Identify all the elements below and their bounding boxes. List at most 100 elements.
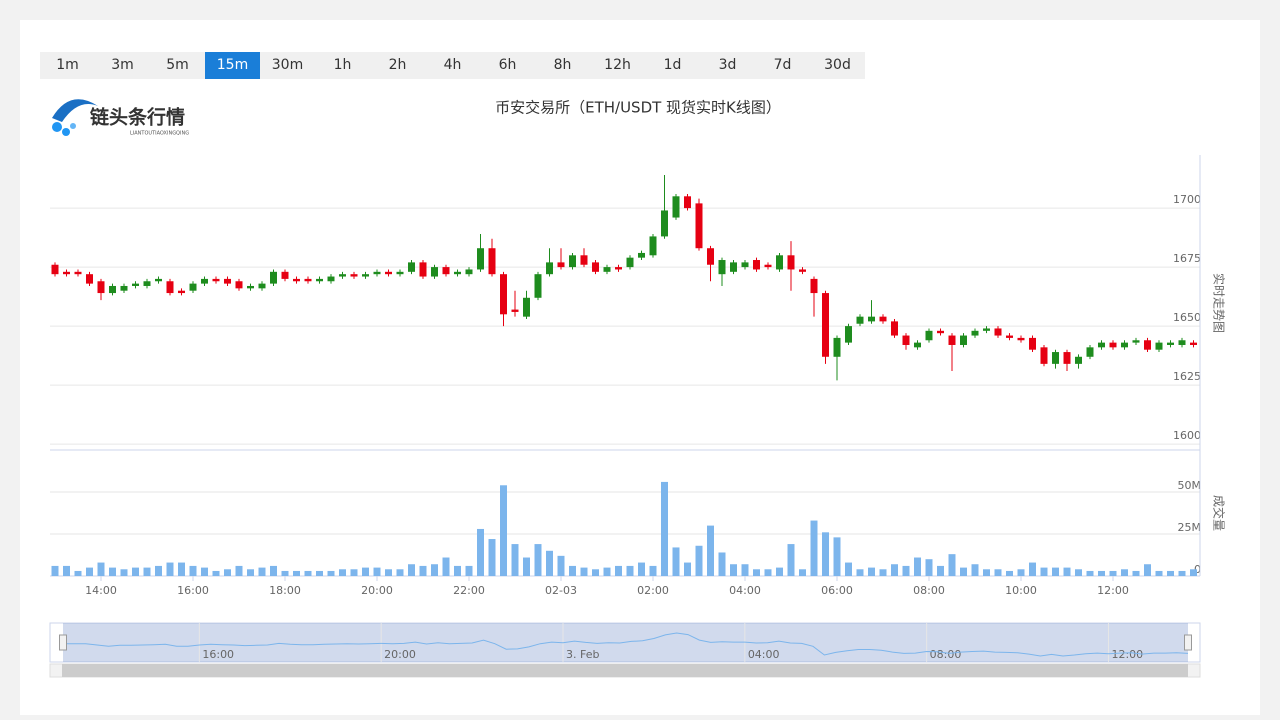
candle-body (396, 271, 404, 275)
interval-button[interactable]: 15m (205, 52, 260, 79)
candle-body (615, 267, 622, 270)
candle-body (902, 335, 910, 345)
volume-bar (500, 485, 507, 576)
volume-bar (764, 569, 772, 576)
interval-button[interactable]: 6h (498, 57, 517, 73)
volume-bar (925, 559, 933, 576)
scrollbar-thumb (62, 664, 1188, 677)
interval-button[interactable]: 1d (663, 57, 682, 73)
candle-body (1052, 352, 1059, 364)
candle-body (776, 255, 783, 270)
candle-body (258, 283, 266, 289)
volume-bar (948, 554, 956, 576)
candle-body (419, 262, 427, 277)
volume-bar (488, 539, 496, 576)
volume-bar (419, 565, 427, 576)
logo-swoosh (52, 99, 98, 122)
interval-button[interactable]: 7d (773, 57, 792, 73)
volume-bar (626, 565, 634, 576)
volume-bar (1052, 567, 1059, 576)
candle-body (914, 342, 921, 348)
interval-button[interactable]: 3d (718, 57, 737, 73)
candle-body (1178, 340, 1186, 345)
candle-body (523, 297, 530, 317)
candle-body (178, 290, 185, 294)
volume-bar (247, 569, 254, 576)
candle-body (649, 236, 657, 256)
candle-body (373, 271, 381, 275)
candle-body (672, 196, 680, 218)
interval-button[interactable]: 5m (166, 57, 189, 73)
candle-body (431, 267, 438, 277)
candle-body (822, 293, 829, 357)
volume-bar (224, 569, 231, 576)
candle-body (465, 269, 473, 275)
x-tick-label: 06:00 (821, 584, 853, 597)
interval-button[interactable]: 2h (388, 57, 407, 73)
volume-bar (408, 564, 415, 576)
navigator-label: 04:00 (748, 648, 780, 661)
volume-bar (235, 565, 243, 576)
volume-bar (281, 570, 289, 576)
volume-bar (534, 544, 542, 576)
candle-body (718, 260, 726, 275)
candle-body (488, 248, 496, 275)
candle-body (695, 203, 703, 249)
interval-button[interactable]: 1m (56, 57, 79, 73)
y-tick-label: 1600 (1173, 429, 1201, 442)
volume-bar (546, 550, 553, 576)
y-tick-label: 1625 (1173, 370, 1201, 383)
candle-body (166, 281, 174, 294)
volume-bar (431, 564, 438, 576)
interval-button[interactable]: 12h (604, 57, 631, 73)
volume-bar (856, 569, 864, 576)
interval-button[interactable]: 30d (824, 57, 851, 73)
logo-subtext: LIANTOUTIAOXINGQING (130, 131, 189, 137)
volume-bar (845, 562, 852, 576)
volume-bar (810, 520, 818, 576)
candle-body (120, 285, 128, 291)
candle-body (408, 262, 415, 272)
candle-body (879, 316, 887, 322)
volume-bar (615, 565, 622, 576)
volume-bar (1086, 570, 1094, 576)
volume-bar (293, 570, 300, 576)
volume-bar (983, 569, 990, 576)
interval-button[interactable]: 1h (333, 57, 352, 73)
candle-body (235, 281, 243, 289)
candle-body (327, 276, 335, 282)
interval-button[interactable]: 8h (553, 57, 572, 73)
volume-bar (120, 569, 128, 576)
volume-bar (649, 565, 657, 576)
x-tick-label: 02:00 (637, 584, 669, 597)
volume-bar (1167, 570, 1174, 576)
volume-bar (580, 567, 588, 576)
interval-button[interactable]: 4h (443, 57, 462, 73)
candle-body (442, 267, 450, 275)
interval-button[interactable]: 3m (111, 57, 134, 73)
candle-body (638, 252, 645, 258)
volume-bar (385, 569, 392, 576)
volume-bar (937, 565, 944, 576)
candle-body (661, 210, 668, 237)
candle-body (1063, 352, 1071, 364)
candle-body (385, 271, 392, 275)
interval-toolbar: 1m 3m 5m 15m 30m 1h 2h 4h 6h 8h 12h 1d 3d 7d 30d (40, 52, 865, 79)
candle-body (1190, 342, 1197, 345)
interval-button[interactable]: 30m (271, 57, 304, 73)
candle-body (753, 260, 760, 270)
volume-bar (51, 565, 59, 576)
navigator-label: 08:00 (930, 648, 962, 661)
volume-bar (787, 544, 795, 576)
candle-body (787, 255, 795, 270)
candle-body (983, 328, 990, 331)
y-tick-label: 1650 (1173, 311, 1201, 324)
candle-body (971, 330, 979, 336)
navigator-handle (1184, 634, 1192, 651)
candle-body (477, 248, 484, 270)
volume-bar (258, 567, 266, 576)
volume-bar (327, 570, 335, 576)
volume-bar (373, 567, 381, 576)
volume-bar (155, 565, 162, 576)
